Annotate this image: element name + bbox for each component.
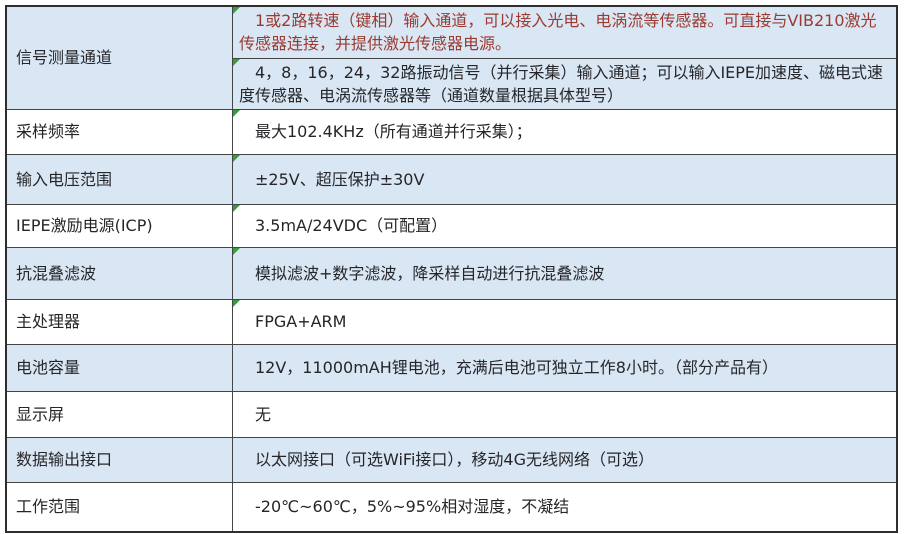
- row-value: 以太网接口（可选WiFi接口），移动4G无线网络（可选）: [232, 436, 898, 483]
- row-value: 12V，11000mAH锂电池，充满后电池可独立工作8小时。（部分产品有）: [232, 343, 898, 392]
- green-corner-icon: [233, 7, 240, 14]
- row-value-text: 以太网接口（可选WiFi接口），移动4G无线网络（可选）: [255, 450, 654, 469]
- row-value: 模拟滤波+数字滤波，降采样自动进行抗混叠滤波: [232, 246, 898, 300]
- green-corner-icon: [233, 155, 240, 162]
- row-value-text: -20℃~60℃，5%~95%相对湿度，不凝结: [255, 497, 570, 517]
- table-row: 4，8，16，24，32路振动信号（并行采集）输入通道；可以输入IEPE加速度、…: [6, 57, 898, 110]
- row-label: 信号测量通道: [5, 5, 233, 110]
- table-row: 电池容量 12V，11000mAH锂电池，充满后电池可独立工作8小时。（部分产品有…: [5, 343, 898, 392]
- row-value: ±25V、超压保护±30V: [232, 153, 898, 205]
- spec-table-container: 信号测量通道 1或2路转速（键相）输入通道，可以接入光电、电涡流等传感器。可直接与…: [5, 5, 898, 533]
- row-label: IEPE激励电源(ICP): [5, 203, 233, 248]
- row-value: 4，8，16，24，32路振动信号（并行采集）输入通道；可以输入IEPE加速度、…: [232, 57, 898, 110]
- green-corner-icon: [233, 248, 240, 255]
- row-value: -20℃~60℃，5%~95%相对湿度，不凝结: [232, 481, 898, 533]
- table-row: 主处理器 FPGA+ARM: [5, 298, 898, 345]
- green-corner-icon: [233, 205, 240, 212]
- row-value-text: FPGA+ARM: [255, 312, 347, 331]
- row-label: 主处理器: [5, 298, 233, 345]
- table-row: 数据输出接口 以太网接口（可选WiFi接口），移动4G无线网络（可选）: [5, 436, 898, 483]
- row-label: 输入电压范围: [5, 153, 233, 205]
- table-row: IEPE激励电源(ICP) 3.5mA/24VDC（可配置）: [5, 203, 898, 248]
- table-row: 输入电压范围 ±25V、超压保护±30V: [5, 153, 898, 205]
- row-label: 显示屏: [5, 390, 233, 438]
- row-value: FPGA+ARM: [232, 298, 898, 345]
- green-corner-icon: [233, 110, 240, 117]
- row-value-text: 模拟滤波+数字滤波，降采样自动进行抗混叠滤波: [255, 263, 605, 283]
- table-row: 工作范围 -20℃~60℃，5%~95%相对湿度，不凝结: [5, 481, 898, 533]
- row-value-text: 无: [255, 404, 272, 424]
- table-row: 显示屏 无: [5, 390, 898, 438]
- row-value-text: 3.5mA/24VDC（可配置）: [255, 216, 448, 235]
- spec-table: 信号测量通道 1或2路转速（键相）输入通道，可以接入光电、电涡流等传感器。可直接与…: [5, 5, 898, 533]
- green-corner-icon: [233, 59, 240, 66]
- table-row: 抗混叠滤波 模拟滤波+数字滤波，降采样自动进行抗混叠滤波: [5, 246, 898, 300]
- row-value-text: 12V，11000mAH锂电池，充满后电池可独立工作8小时。（部分产品有）: [255, 358, 778, 377]
- row-value: 1或2路转速（键相）输入通道，可以接入光电、电涡流等传感器。可直接与VIB210…: [232, 5, 898, 59]
- row-value: 最大102.4KHz（所有通道并行采集）；: [232, 108, 898, 155]
- row-label: 抗混叠滤波: [5, 246, 233, 300]
- row-label: 数据输出接口: [5, 436, 233, 483]
- row-value-text: 4，8，16，24，32路振动信号（并行采集）输入通道；可以输入IEPE加速度、…: [239, 62, 884, 105]
- spec-table-body: 信号测量通道 1或2路转速（键相）输入通道，可以接入光电、电涡流等传感器。可直接与…: [5, 5, 898, 533]
- row-label: 采样频率: [5, 108, 233, 155]
- row-value-text: 最大102.4KHz（所有通道并行采集）；: [255, 122, 532, 141]
- row-label: 工作范围: [5, 481, 233, 533]
- green-corner-icon: [233, 300, 240, 307]
- table-row: 采样频率 最大102.4KHz（所有通道并行采集）；: [5, 108, 898, 155]
- row-value: 3.5mA/24VDC（可配置）: [232, 203, 898, 248]
- table-row: 信号测量通道 1或2路转速（键相）输入通道，可以接入光电、电涡流等传感器。可直接与…: [5, 5, 898, 110]
- row-value: 无: [232, 390, 898, 438]
- row-value-text: 1或2路转速（键相）输入通道，可以接入光电、电涡流等传感器。可直接与VIB210…: [239, 11, 877, 54]
- row-label: 电池容量: [5, 343, 233, 392]
- row-value-text: ±25V、超压保护±30V: [255, 169, 425, 189]
